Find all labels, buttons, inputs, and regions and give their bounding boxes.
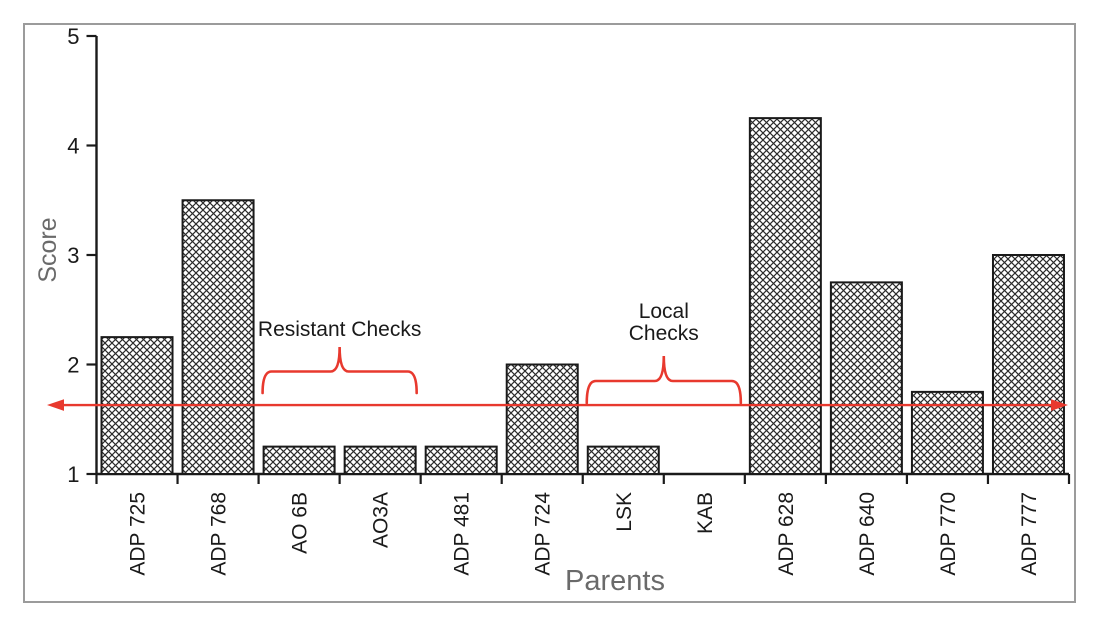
y-axis-title: Score: [34, 217, 62, 282]
x-tick-label: ADP 725: [127, 492, 150, 576]
bar-ADP-628: [748, 117, 822, 475]
y-tick-label: 1: [67, 462, 79, 487]
x-axis-title: Parents: [565, 565, 665, 597]
bar-ADP-777: [991, 254, 1065, 475]
x-tick-label: ADP 768: [208, 492, 231, 576]
x-tick-label: AO 6B: [289, 492, 312, 554]
bar-ADP-768: [181, 199, 255, 475]
y-tick-label: 2: [67, 353, 79, 378]
y-tick-label: 3: [67, 243, 79, 268]
annotation-label-1: Local: [639, 300, 689, 323]
bar-ADP-724: [505, 363, 579, 475]
x-tick-label: AO3A: [370, 492, 393, 548]
bar-AO3A: [343, 445, 417, 475]
annotation-brace-0: [261, 346, 418, 395]
x-tick-label: KAB: [694, 492, 717, 534]
x-tick-label: LSK: [613, 492, 636, 532]
plot-area: 1 2 3 4 5 ADP 725 ADP 768 AO 6B AO3A ADP 481 ADP 7…: [47, 24, 1071, 576]
bar-ADP-640: [829, 281, 903, 475]
y-tick-label: 4: [67, 134, 79, 159]
x-tick-label: ADP 640: [856, 492, 879, 576]
annotation-label-1: Checks: [629, 322, 699, 345]
x-tick-label: ADP 777: [1018, 492, 1041, 576]
x-tick-label: ADP 481: [451, 492, 474, 576]
reference-arrowhead-right: [1051, 399, 1068, 411]
bar-LSK: [586, 445, 660, 475]
x-tick-label: ADP 628: [775, 492, 798, 576]
bar-ADP-481: [424, 445, 498, 475]
x-tick-label: ADP 724: [532, 492, 555, 576]
reference-arrowhead-left: [47, 399, 64, 411]
annotation-brace-1: [585, 355, 743, 405]
annotation-label-0: Resistant Checks: [258, 318, 421, 341]
bar-AO-6B: [262, 445, 336, 475]
y-tick-label: 5: [67, 24, 79, 49]
x-tick-label: ADP 770: [937, 492, 960, 576]
